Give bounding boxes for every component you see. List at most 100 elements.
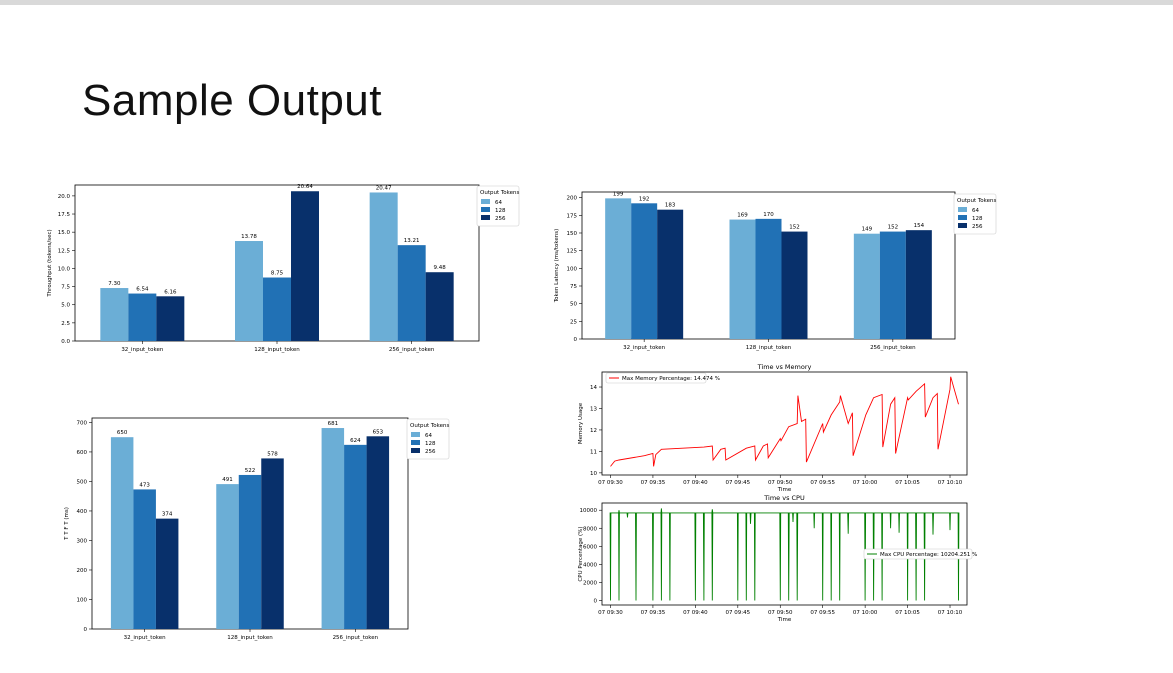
- slide-title: Sample Output: [82, 76, 382, 125]
- bar-128-32_input_token: [133, 489, 156, 629]
- x-tick-label: 128_input_token: [227, 635, 273, 641]
- bar-128-128_input_token: [263, 277, 291, 341]
- bar-value-label: 152: [888, 225, 899, 231]
- legend-label-256: 256: [972, 224, 983, 230]
- x-tick-label: 07 09:45: [726, 610, 751, 616]
- y-tick-label: 12: [590, 428, 597, 434]
- x-tick-label: 256_input_token: [870, 345, 916, 351]
- x-tick-label: 07 10:10: [938, 480, 963, 486]
- bar-value-label: 20.47: [376, 185, 392, 191]
- bar-256-32_input_token: [155, 518, 179, 629]
- y-tick-label: 200: [567, 196, 578, 202]
- bar-value-label: 13.78: [241, 234, 257, 240]
- bar-value-label: 154: [914, 223, 925, 229]
- x-tick-label: 07 09:50: [768, 480, 793, 486]
- y-tick-label: 50: [570, 302, 577, 308]
- x-tick-label: 07 10:10: [938, 610, 963, 616]
- legend-label-128: 128: [972, 216, 983, 222]
- y-tick-label: 100: [77, 597, 88, 603]
- bar-value-label: 183: [665, 203, 676, 209]
- legend-swatch-64: [958, 207, 967, 212]
- x-tick-label: 07 10:00: [853, 480, 878, 486]
- legend-label: Max Memory Percentage: 14.474 %: [622, 376, 720, 382]
- bar-64-128_input_token: [235, 241, 263, 341]
- legend-swatch-256: [411, 448, 420, 453]
- bar-value-label: 13.21: [404, 238, 420, 244]
- bar-64-256_input_token: [321, 428, 345, 629]
- legend-label-256: 256: [495, 216, 506, 222]
- window-top-bar: [0, 0, 1173, 5]
- throughput-chart: 0.0 2.5 5.0 7.5 10.0 12.5 15.0 17.5 20.0 Throughp…: [47, 184, 520, 353]
- legend-box: [605, 372, 707, 384]
- y-tick-label: 12.5: [58, 248, 71, 254]
- bar-value-label: 199: [613, 191, 624, 197]
- legend-label-64: 64: [425, 433, 432, 439]
- bar-value-label: 20.64: [297, 184, 313, 190]
- bar-value-label: 491: [222, 477, 233, 483]
- x-tick-label: 07 09:30: [598, 480, 623, 486]
- y-axis-label: Throughput (tokens/sec): [47, 229, 53, 297]
- y-tick-label: 2000: [583, 580, 597, 586]
- bar-128-128_input_token: [755, 218, 782, 339]
- bar-64-256_input_token: [853, 233, 880, 339]
- bar-value-label: 170: [763, 212, 774, 218]
- bar-256-128_input_token: [291, 191, 319, 341]
- y-axis-label: Memory Usage: [578, 402, 584, 444]
- bar-value-label: 6.54: [136, 287, 149, 293]
- bar-value-label: 681: [328, 421, 339, 427]
- x-tick-label: 07 09:50: [768, 610, 793, 616]
- y-tick-label: 500: [77, 479, 88, 485]
- y-tick-label: 600: [77, 450, 88, 456]
- x-tick-label: 256_input_token: [333, 635, 379, 641]
- legend-title: Output Tokens: [957, 198, 997, 204]
- y-tick-label: 14: [590, 385, 597, 391]
- bar-value-label: 7.30: [108, 281, 121, 287]
- bar-64-128_input_token: [216, 484, 239, 629]
- x-tick-label: 07 09:55: [810, 480, 835, 486]
- bar-value-label: 624: [350, 438, 361, 444]
- y-tick-label: 200: [77, 568, 88, 574]
- y-tick-label: 0: [84, 627, 88, 633]
- bar-value-label: 9.48: [434, 265, 447, 271]
- legend-swatch-256: [958, 223, 967, 228]
- bar-64-32_input_token: [100, 288, 129, 341]
- x-tick-label: 07 09:40: [683, 610, 708, 616]
- bar-256-256_input_token: [905, 230, 932, 339]
- bar-128-256_input_token: [344, 444, 367, 629]
- x-tick-label: 32_input_token: [124, 635, 167, 641]
- bar-128-128_input_token: [238, 474, 262, 629]
- y-tick-label: 20.0: [58, 194, 71, 200]
- bar-128-32_input_token: [128, 293, 157, 341]
- bar-value-label: 6.16: [164, 289, 177, 295]
- bar-64-32_input_token: [605, 198, 632, 339]
- ttft-chart: 0 100 200 300 400 500 600 700 T T F T (ms) 32_inp…: [64, 417, 450, 641]
- x-tick-label: 32_input_token: [623, 345, 666, 351]
- legend-label-128: 128: [425, 441, 436, 447]
- y-axis-label: CPU Percentage (%): [578, 526, 584, 581]
- bar-128-32_input_token: [631, 203, 658, 339]
- y-tick-label: 2.5: [61, 321, 70, 327]
- y-tick-label: 10.0: [58, 266, 71, 272]
- bar-value-label: 169: [737, 213, 748, 219]
- y-tick-label: 15.0: [58, 230, 71, 236]
- bar-256-32_input_token: [657, 209, 684, 339]
- x-tick-label: 07 09:45: [726, 480, 751, 486]
- y-tick-label: 400: [77, 509, 88, 515]
- y-tick-label: 10000: [580, 508, 598, 514]
- cpu-chart: Time vs CPU 0 2000 4000 6000 8000 10000 07 09:3…: [578, 494, 977, 623]
- y-tick-label: 4000: [583, 562, 597, 568]
- memory-chart: Time vs Memory 10 11 12 13 14 07 09:30 07 09:35…: [578, 363, 968, 493]
- bar-256-128_input_token: [781, 231, 808, 339]
- x-tick-label: 07 10:05: [895, 610, 920, 616]
- x-axis-label: Time: [777, 617, 792, 623]
- y-tick-label: 150: [567, 231, 578, 237]
- x-tick-label: 32_input_token: [121, 347, 164, 353]
- bar-128-256_input_token: [879, 231, 906, 339]
- legend-box: [863, 548, 973, 560]
- chart-title: Time vs Memory: [757, 363, 812, 371]
- x-tick-label: 07 10:05: [895, 480, 920, 486]
- legend-swatch-64: [411, 432, 420, 437]
- y-tick-label: 175: [567, 213, 578, 219]
- y-tick-label: 6000: [583, 544, 597, 550]
- legend-swatch-256: [481, 215, 490, 220]
